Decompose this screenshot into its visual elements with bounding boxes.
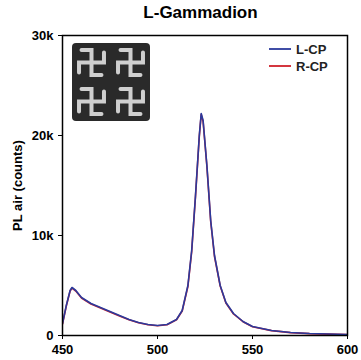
- svg-text:20k: 20k: [32, 128, 54, 143]
- svg-text:0: 0: [46, 328, 53, 343]
- svg-text:10k: 10k: [32, 228, 54, 243]
- svg-text:600: 600: [337, 342, 359, 357]
- svg-text:PL air (counts): PL air (counts): [10, 140, 25, 231]
- svg-text:450: 450: [52, 342, 74, 357]
- svg-text:R-CP: R-CP: [296, 59, 328, 74]
- svg-text:550: 550: [242, 342, 264, 357]
- svg-text:L-CP: L-CP: [296, 42, 327, 57]
- svg-text:30k: 30k: [32, 28, 54, 43]
- html-text:L-Gammadion: L-Gammadion: [143, 3, 258, 22]
- svg-text:500: 500: [147, 342, 169, 357]
